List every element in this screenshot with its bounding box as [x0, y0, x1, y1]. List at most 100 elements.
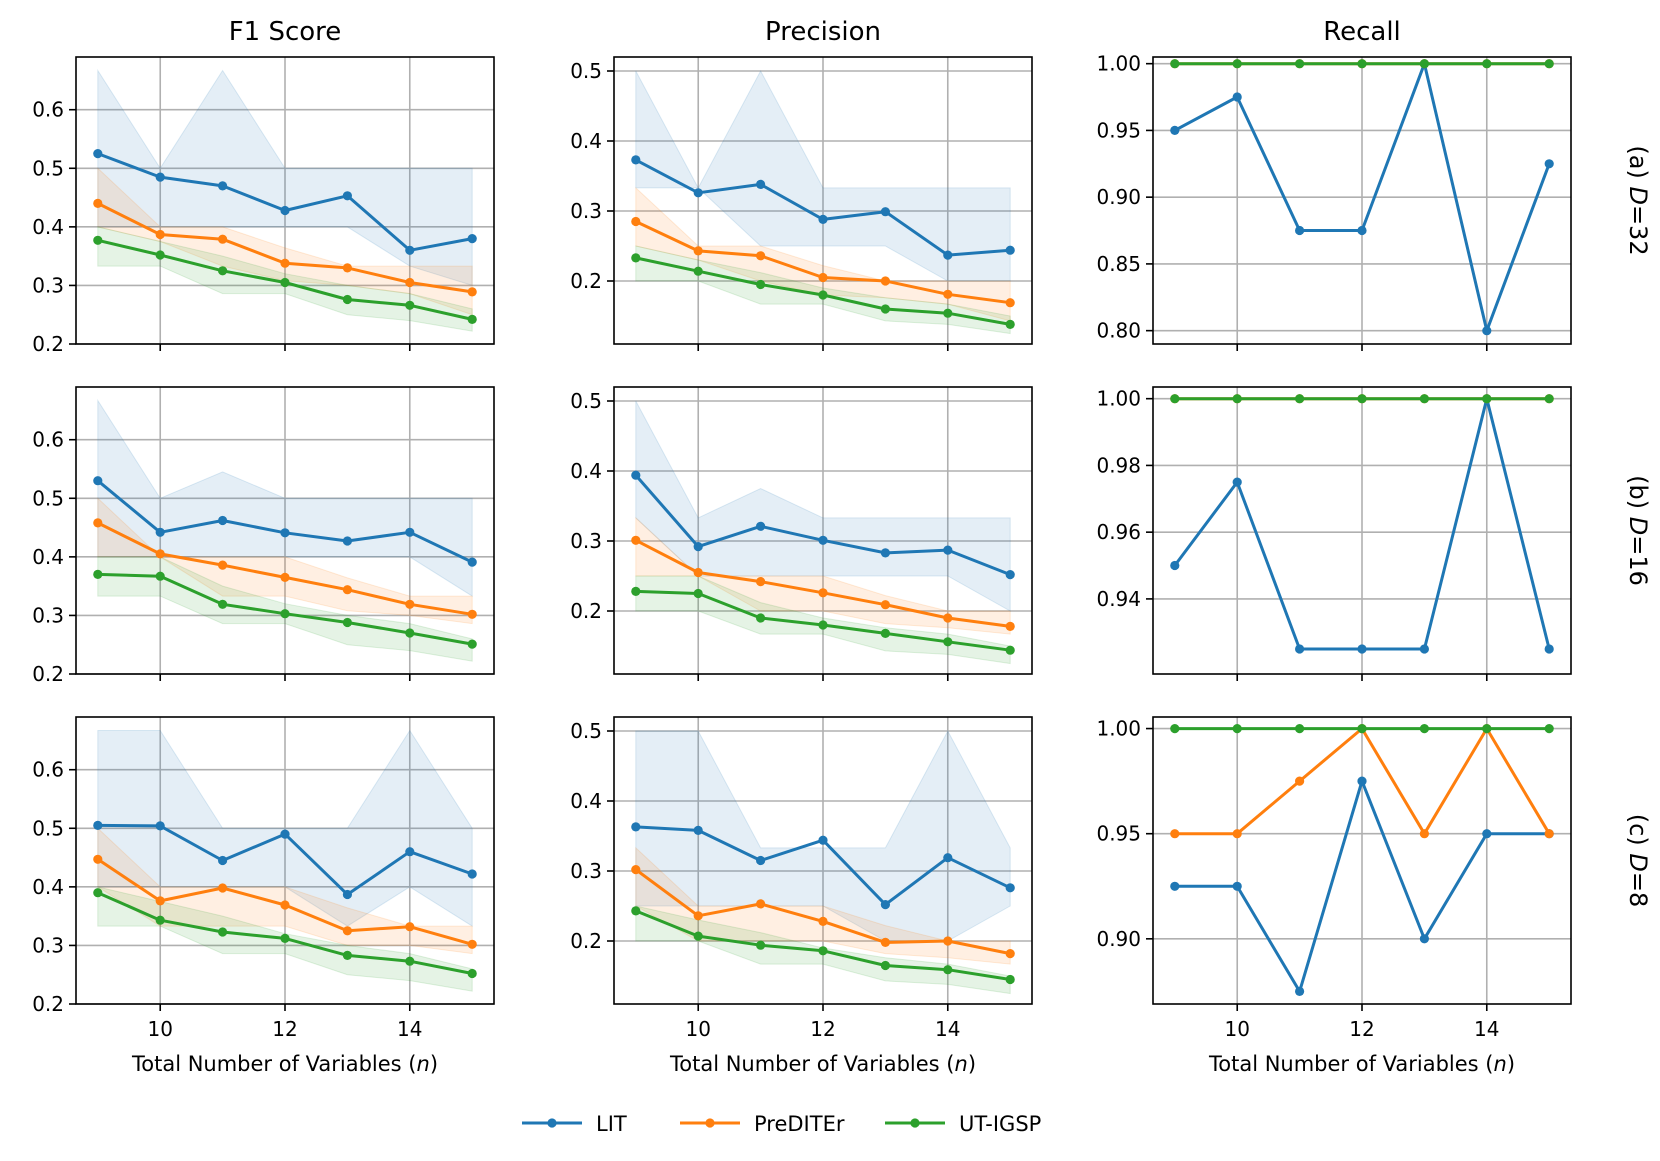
data-point-ut-igsp [280, 277, 290, 288]
data-point-ut-igsp [943, 637, 953, 647]
band-ut-igsp [97, 556, 473, 662]
data-point-ut-igsp [1005, 974, 1015, 985]
data-point-prediter [93, 854, 103, 864]
data-point-ut-igsp [1295, 724, 1305, 734]
data-point-lit [1005, 883, 1015, 893]
data-point-lit [693, 188, 703, 198]
data-point-prediter [880, 937, 891, 948]
data-point-prediter [631, 535, 641, 545]
data-point-lit [342, 889, 352, 900]
data-point-prediter [818, 916, 828, 927]
data-point-ut-igsp [1170, 724, 1180, 734]
data-point-prediter [1005, 621, 1015, 632]
data-point-prediter [280, 900, 290, 910]
data-point-lit [1170, 881, 1180, 891]
band-lit [97, 729, 473, 928]
data-point-prediter [155, 896, 165, 906]
column-title: Recall [1323, 17, 1401, 47]
row-label-suffix: =16 [1624, 535, 1652, 586]
data-point-lit [342, 191, 352, 201]
data-point-ut-igsp [280, 933, 290, 944]
data-point-ut-igsp [1232, 59, 1242, 69]
data-point-ut-igsp [93, 888, 103, 898]
data-point-prediter [1419, 829, 1429, 839]
data-point-lit [467, 234, 477, 244]
data-point-lit [405, 527, 415, 537]
data-point-ut-igsp [155, 571, 165, 581]
legend-label: LIT [596, 1112, 627, 1136]
row-label-var: D [1624, 853, 1652, 871]
data-point-ut-igsp [631, 586, 641, 597]
data-point-ut-igsp [693, 266, 703, 276]
data-point-lit [1005, 570, 1015, 580]
panel-r1-c3: 0.80 0.85 0.90 0.95 1.00 [1096, 52, 1572, 351]
data-point-ut-igsp [880, 628, 891, 639]
data-point-prediter [631, 865, 641, 875]
y-tick-label: 0.4 [570, 459, 602, 483]
data-point-prediter [693, 567, 703, 578]
data-point-lit [405, 847, 415, 857]
data-point-ut-igsp [1232, 394, 1242, 404]
x-tick-label: 10 [147, 1017, 172, 1041]
data-point-prediter [693, 911, 703, 921]
y-tick-label: 0.5 [570, 389, 602, 413]
data-point-ut-igsp [342, 950, 352, 961]
data-point-lit [155, 821, 165, 831]
y-tick-label: 0.80 [1096, 319, 1141, 343]
panel-r3-c2: 0.2 0.3 0.4 0.5 10 12 14 Total Number of Variab… [570, 716, 1033, 1076]
data-point-ut-igsp [818, 620, 828, 630]
y-tick-label: 0.85 [1096, 252, 1141, 276]
data-point-prediter [1170, 829, 1180, 839]
band-ut-igsp [635, 575, 1011, 665]
data-point-ut-igsp [218, 266, 228, 276]
data-point-lit [1544, 644, 1554, 654]
data-point-ut-igsp [218, 599, 228, 609]
data-point-ut-igsp [1005, 319, 1015, 329]
data-point-ut-igsp [1005, 645, 1015, 655]
x-tick-label: 14 [935, 1017, 960, 1041]
data-point-lit [1170, 560, 1180, 571]
row-label: (b) D=16 [1624, 475, 1652, 586]
data-point-prediter [155, 549, 165, 559]
data-point-lit [1357, 644, 1367, 654]
data-point-ut-igsp [1357, 59, 1367, 69]
data-point-ut-igsp [467, 639, 477, 649]
panel-r1-c1: 0.2 0.3 0.4 0.5 0.6 [32, 56, 495, 356]
legend-marker [705, 1118, 715, 1128]
data-point-ut-igsp [1295, 394, 1305, 404]
data-point-ut-igsp [1544, 59, 1554, 69]
data-point-lit [1232, 477, 1242, 487]
y-tick-label: 0.98 [1096, 453, 1141, 477]
y-tick-label: 1.00 [1096, 387, 1141, 411]
data-point-ut-igsp [1295, 59, 1305, 69]
data-point-lit [756, 521, 766, 531]
y-tick-label: 0.90 [1096, 185, 1141, 209]
data-point-lit [756, 179, 766, 189]
data-point-ut-igsp [1544, 394, 1554, 404]
column-title: F1 Score [229, 17, 342, 47]
data-point-lit [756, 855, 766, 866]
data-point-lit [943, 250, 953, 260]
data-point-ut-igsp [756, 613, 766, 623]
data-point-prediter [818, 272, 828, 283]
data-point-lit [342, 536, 352, 546]
data-point-prediter [405, 277, 415, 288]
y-tick-label: 0.2 [32, 662, 64, 686]
data-point-lit [1005, 245, 1015, 255]
data-point-lit [1482, 829, 1492, 839]
data-point-lit [943, 853, 953, 863]
data-point-prediter [280, 572, 290, 583]
y-tick-label: 0.4 [570, 129, 602, 153]
data-point-prediter [756, 577, 766, 587]
data-point-ut-igsp [1357, 394, 1367, 404]
data-point-lit [943, 545, 953, 555]
data-point-ut-igsp [1170, 394, 1180, 404]
x-tick-label: 10 [1224, 1017, 1249, 1041]
data-point-ut-igsp [693, 931, 703, 941]
legend-item-ut-igsp: UT-IGSP [885, 1112, 1041, 1136]
x-axis-label: Total Number of Variables (n) [1208, 1052, 1515, 1076]
data-point-lit [405, 245, 415, 255]
data-point-ut-igsp [405, 956, 415, 966]
band-lit [97, 68, 473, 287]
data-point-lit [1295, 225, 1305, 236]
